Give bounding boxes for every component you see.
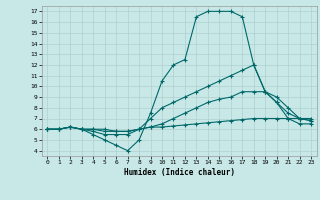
X-axis label: Humidex (Indice chaleur): Humidex (Indice chaleur) <box>124 168 235 177</box>
